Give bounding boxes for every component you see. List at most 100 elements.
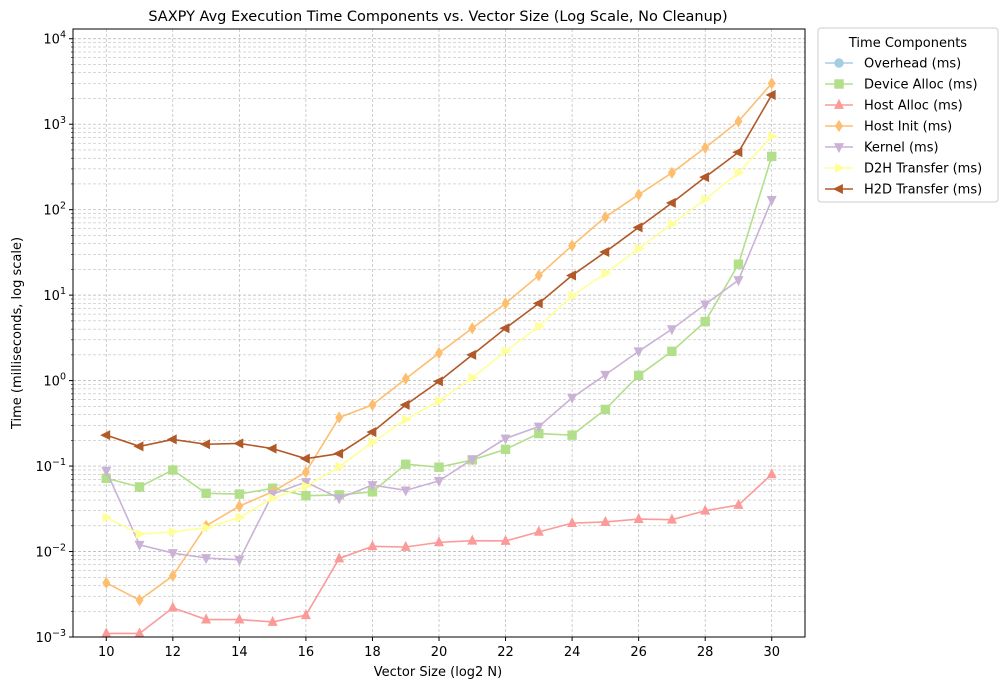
data-point [767,151,777,162]
data-point [399,399,410,410]
legend-label: Host Init (ms) [864,120,952,135]
data-point [733,276,744,287]
series-5 [101,196,777,566]
data-point [166,434,177,445]
legend-marker [835,119,843,133]
data-point [668,218,679,229]
x-tick-label: 24 [564,645,581,660]
data-point [435,346,443,360]
y-tick-label: 100 [43,372,66,390]
data-point [634,243,645,254]
data-point [667,346,677,357]
data-point [134,540,145,551]
chart-title: SAXPY Avg Execution Time Components vs. … [148,9,727,25]
data-point [101,466,112,477]
legend-entry: Overhead (ms) [825,57,961,72]
legend-title: Time Components [848,36,967,51]
data-point [701,194,712,205]
data-point [401,414,412,425]
x-tick-label: 14 [231,645,248,660]
data-point [568,239,577,252]
data-point [734,167,745,178]
x-tick-label: 10 [98,645,115,660]
data-point [633,347,644,358]
data-point [666,513,677,524]
data-point [534,269,543,282]
data-point [667,166,676,179]
data-point [433,477,445,488]
legend-marker [834,79,844,89]
y-tick-label: 10−1 [35,457,66,475]
legend-label: Host Alloc (ms) [864,99,963,114]
data-point [533,525,544,536]
data-point [733,259,744,269]
data-point [199,439,210,450]
data-point [301,465,310,479]
data-point [266,443,277,454]
data-point [102,512,113,523]
data-point [235,512,246,523]
data-point [699,172,710,183]
data-point [467,534,478,545]
x-tick-label: 26 [630,645,647,660]
legend-label: H2D Transfer (ms) [864,183,982,198]
y-axis-label: Time (milliseconds, log scale) [10,237,25,430]
data-point [400,540,411,551]
data-point [533,422,544,433]
data-point [468,322,477,335]
legend-marker [833,98,845,109]
data-point [732,147,743,158]
legend-label: Overhead (ms) [864,57,961,72]
legend-marker [834,58,844,68]
x-tick-label: 16 [298,645,315,660]
series-7 [100,89,776,464]
data-point [368,398,377,411]
data-point [700,300,711,311]
data-point [401,459,411,469]
data-point [434,462,444,472]
data-point [367,540,378,551]
series-4 [102,77,776,607]
data-point [767,77,776,90]
data-point [268,493,279,504]
data-point [633,370,644,381]
y-axis: 10−3 10−2 10−1 100 101 102 103 104 [35,30,73,646]
legend-label: D2H Transfer (ms) [864,162,982,177]
data-point [300,609,311,620]
data-point [366,427,377,438]
data-point [435,395,446,406]
legend-marker [832,183,843,195]
data-point [567,393,578,404]
data-point [701,141,710,154]
y-tick-label: 10−3 [35,628,66,646]
data-point [700,316,710,327]
legend-marker [835,162,846,174]
x-axis: 10 12 14 16 18 20 22 24 26 28 30 [98,637,780,660]
data-point [501,297,510,310]
data-point [234,555,245,566]
data-point [167,549,178,560]
data-point [100,430,111,441]
data-point [500,444,511,455]
data-point [633,512,644,523]
data-point [601,268,612,279]
legend-marker [833,143,845,154]
data-point [299,453,310,464]
data-point [235,499,244,513]
data-point [102,576,111,589]
data-point [766,468,777,479]
data-point [766,196,777,207]
data-point [634,188,643,201]
data-point [168,526,179,537]
data-point [135,529,146,540]
data-point [500,534,511,545]
data-point [368,437,379,448]
data-point [201,488,211,499]
x-tick-label: 12 [165,645,182,660]
legend-entry: D2H Transfer (ms) [825,162,982,177]
data-point [567,517,578,528]
legend-entry: Device Alloc (ms) [825,78,978,93]
data-point [500,434,511,445]
data-point [501,346,512,357]
x-tick-label: 28 [697,645,714,660]
